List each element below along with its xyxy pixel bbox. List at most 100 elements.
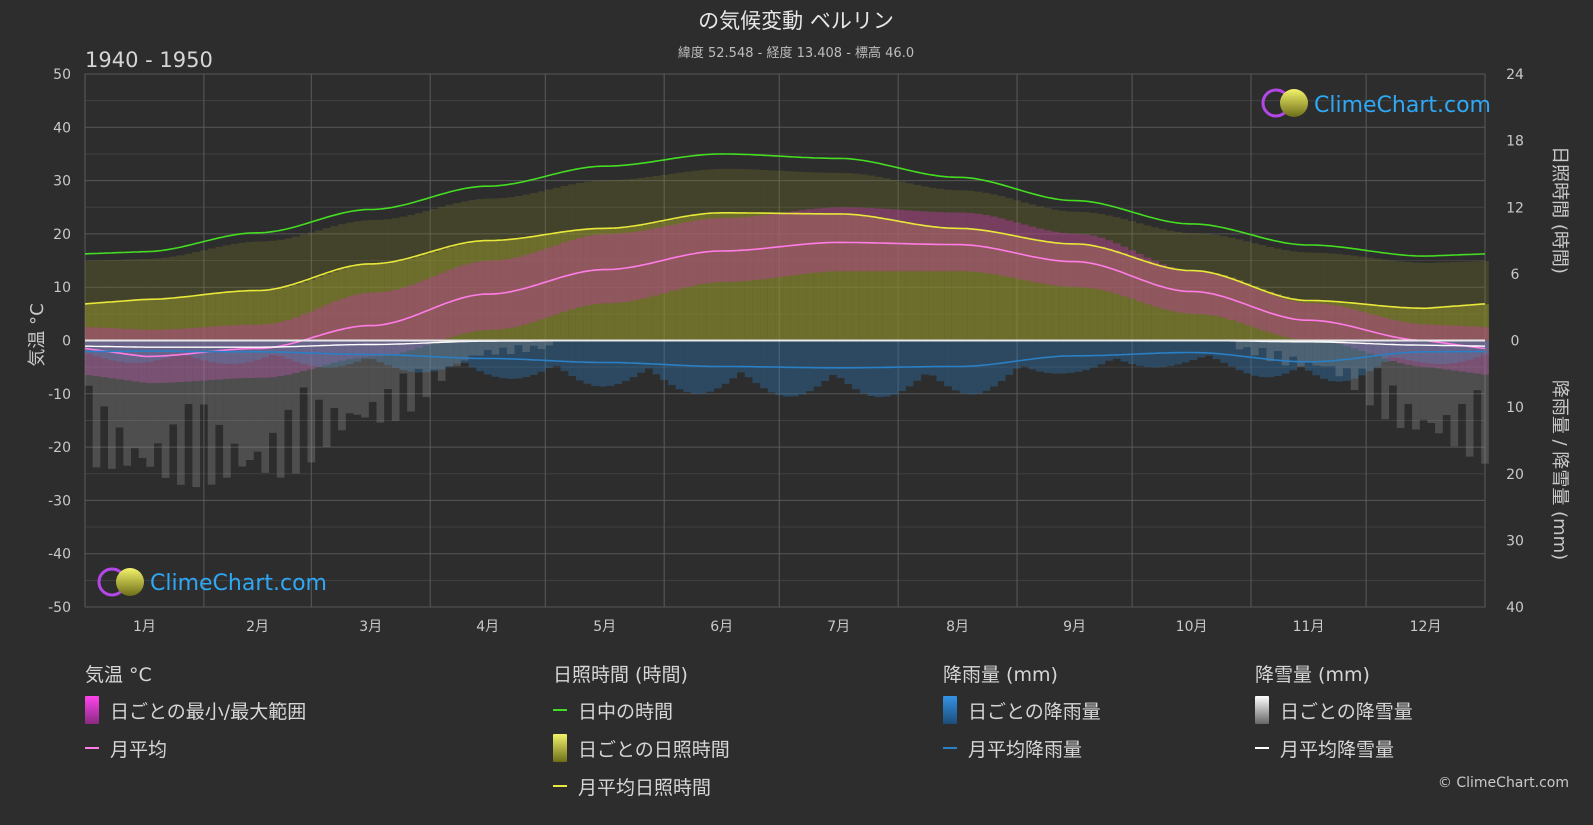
daily-sunshine-bar bbox=[407, 258, 415, 341]
daily-sunshine-bar bbox=[215, 293, 224, 341]
daily-rain-bar bbox=[645, 340, 653, 369]
month-tick-label: 11月 bbox=[1293, 619, 1325, 635]
daily-temp-range-bar bbox=[1465, 326, 1474, 373]
daily-snow-bar bbox=[445, 340, 454, 367]
daily-sunshine-bar bbox=[1028, 238, 1037, 341]
legend-snow-daily[interactable]: 日ごとの降雪量 bbox=[1255, 696, 1413, 724]
left-tick-label: 30 bbox=[53, 174, 71, 190]
daily-rain-bar bbox=[936, 340, 945, 382]
daily-rain-bar bbox=[1335, 340, 1344, 382]
right-sun-tick-label: 6 bbox=[1511, 267, 1520, 283]
daily-sunshine-bar bbox=[460, 243, 469, 341]
legend-daylight[interactable]: 日中の時間 bbox=[553, 698, 730, 723]
legend-temp-range[interactable]: 日ごとの最小/最大範囲 bbox=[85, 696, 306, 724]
daily-snow-bar bbox=[414, 340, 423, 369]
daily-temp-range-bar bbox=[1120, 246, 1129, 297]
right-sun-tick-label: 12 bbox=[1506, 200, 1524, 216]
daily-sunshine-bar bbox=[192, 295, 201, 341]
daily-rain-bar bbox=[951, 340, 960, 391]
daily-snow-bar bbox=[1427, 340, 1436, 423]
daily-rain-bar bbox=[568, 340, 576, 377]
daily-sunshine-bar bbox=[1389, 306, 1397, 341]
legend-sun-avg[interactable]: 月平均日照時間 bbox=[553, 774, 730, 799]
daily-temp-range-bar bbox=[806, 209, 814, 274]
daily-daylight-bar bbox=[1343, 254, 1351, 341]
daily-rain-bar bbox=[361, 340, 369, 359]
daily-rain-bar bbox=[1473, 340, 1482, 358]
daily-rain-bar bbox=[460, 340, 469, 363]
daily-temp-range-bar bbox=[1105, 240, 1113, 292]
daily-temp-range-bar bbox=[192, 327, 201, 382]
daily-sunshine-bar bbox=[1412, 308, 1420, 341]
daily-sunshine-bar bbox=[867, 216, 876, 341]
daily-temp-range-bar bbox=[982, 215, 991, 274]
month-tick-label: 7月 bbox=[827, 619, 850, 635]
copyright[interactable]: © ClimeChart.com bbox=[1437, 775, 1569, 791]
legend-rain-daily[interactable]: 日ごとの降雨量 bbox=[943, 696, 1101, 724]
daily-rain-bar bbox=[1028, 340, 1037, 370]
daily-temp-range-bar bbox=[928, 211, 937, 272]
daily-sunshine-bar bbox=[269, 289, 277, 341]
daily-sunshine-bar bbox=[1151, 263, 1159, 341]
daily-temp-range-bar bbox=[967, 212, 975, 272]
daily-temp-range-bar bbox=[1143, 257, 1152, 305]
daily-sunshine-bar bbox=[361, 264, 369, 341]
daily-rain-bar bbox=[1412, 340, 1420, 362]
rain-daily-swatch bbox=[943, 696, 957, 724]
daily-sunshine-bar bbox=[637, 225, 645, 341]
legend-sun-daily[interactable]: 日ごとの日照時間 bbox=[553, 734, 730, 762]
daily-sunshine-bar bbox=[430, 251, 438, 341]
legend-rain-avg[interactable]: 月平均降雨量 bbox=[943, 736, 1101, 761]
daily-rain-bar bbox=[1373, 340, 1382, 367]
logo-top[interactable]: ClimeChart.com bbox=[1261, 88, 1491, 118]
daily-rain-bar bbox=[575, 340, 584, 381]
daily-daylight-bar bbox=[1419, 262, 1428, 341]
daily-rain-bar bbox=[1320, 340, 1328, 379]
daily-snow-bar bbox=[307, 340, 316, 463]
month-tick-label: 2月 bbox=[246, 619, 269, 635]
daily-daylight-bar bbox=[1297, 252, 1305, 341]
right-precip-tick-label: 40 bbox=[1506, 600, 1524, 616]
daily-snow-bar bbox=[230, 340, 239, 444]
daily-sunshine-bar bbox=[744, 212, 753, 341]
daily-sunshine-bar bbox=[1350, 302, 1359, 341]
daily-rain-bar bbox=[169, 340, 178, 357]
daily-snow-bar bbox=[108, 340, 116, 469]
left-tick-label: -40 bbox=[48, 547, 71, 563]
daily-sunshine-bar bbox=[529, 236, 538, 341]
daily-sunshine-bar bbox=[844, 214, 853, 341]
daily-snow-bar bbox=[1266, 340, 1275, 362]
daily-sunshine-bar bbox=[729, 212, 738, 341]
daily-daylight-bar bbox=[108, 260, 116, 341]
daily-rain-bar bbox=[92, 340, 101, 357]
daily-daylight-bar bbox=[1327, 253, 1336, 341]
daily-sunshine-bar bbox=[668, 219, 676, 341]
daily-temp-range-bar bbox=[1043, 230, 1052, 285]
daily-temp-range-bar bbox=[1089, 235, 1098, 289]
daily-temp-range-bar bbox=[422, 279, 431, 346]
daily-sunshine-bar bbox=[959, 228, 968, 341]
legend-temp-avg[interactable]: 月平均 bbox=[85, 736, 306, 761]
daily-snow-bar bbox=[1235, 340, 1244, 350]
daily-sunshine-bar bbox=[974, 229, 983, 341]
daily-rain-bar bbox=[829, 340, 837, 375]
daily-daylight-bar bbox=[1465, 261, 1474, 341]
daily-rain-bar bbox=[529, 340, 538, 375]
logo-sun-icon bbox=[116, 568, 144, 596]
logo-bottom[interactable]: ClimeChart.com bbox=[97, 567, 327, 597]
daily-sunshine-bar bbox=[1005, 234, 1014, 341]
daily-sunshine-bar bbox=[1258, 288, 1267, 341]
daily-temp-range-bar bbox=[1435, 324, 1443, 369]
daily-rain-bar bbox=[276, 340, 285, 357]
legend-snow-avg[interactable]: 月平均降雪量 bbox=[1255, 736, 1413, 761]
daily-rain-bar bbox=[760, 340, 768, 389]
daily-rain-bar bbox=[721, 340, 730, 384]
temp-avg-swatch bbox=[85, 747, 99, 749]
daily-daylight-bar bbox=[92, 260, 101, 341]
daily-daylight-bar bbox=[1442, 262, 1451, 341]
daily-rain-bar bbox=[184, 340, 193, 356]
daily-temp-range-bar bbox=[1013, 222, 1021, 279]
daily-rain-bar bbox=[161, 340, 170, 359]
daily-temp-range-bar bbox=[951, 212, 960, 272]
daily-snow-bar bbox=[1297, 340, 1305, 367]
